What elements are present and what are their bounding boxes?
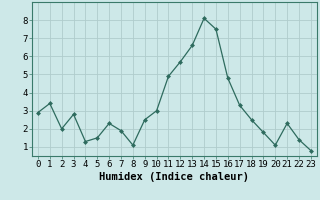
X-axis label: Humidex (Indice chaleur): Humidex (Indice chaleur)	[100, 172, 249, 182]
